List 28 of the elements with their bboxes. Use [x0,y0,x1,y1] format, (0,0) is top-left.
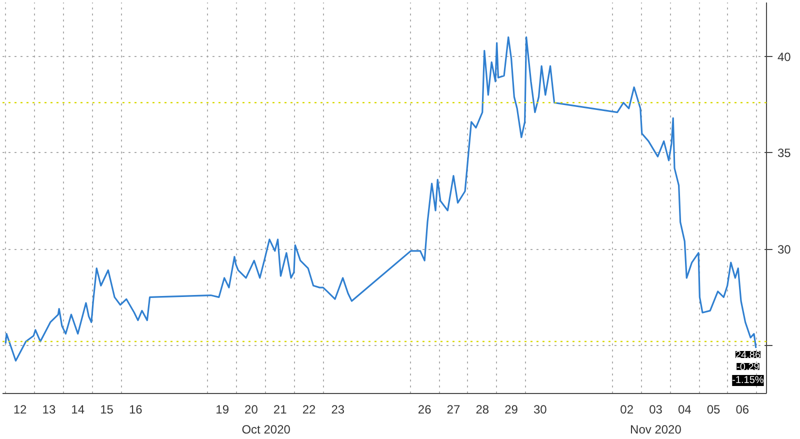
x-tick-label: 15 [100,402,114,416]
text: Nov 2020 [630,422,682,436]
x-tick-label: 21 [273,402,288,416]
x-tick-label: 19 [216,402,230,416]
annotation: 24.86 [735,350,761,362]
y-tick-label: 30 [778,242,792,257]
x-tick-label: 05 [706,402,721,416]
x-tick-label: 06 [736,402,750,416]
x-tick-label: 14 [71,402,85,416]
x-tick-label: 27 [446,402,460,416]
x-tick-label: 23 [331,402,345,416]
x-tick-label: 20 [244,402,258,416]
x-tick-label: 30 [533,402,548,416]
x-tick-label: 29 [504,402,518,416]
x-tick-label: 26 [418,402,432,416]
annotation: -0.29 [736,362,760,374]
x-tick-label: 22 [302,402,316,416]
x-tick-label: 16 [128,402,143,416]
annotation: -1.15% [732,375,764,386]
y-tick-label: 40 [778,50,792,64]
x-tick-label: 13 [42,402,56,416]
x-tick-label: 02 [620,402,634,416]
text: Oct 2020 [242,422,291,436]
y-tick-label: 35 [778,146,792,160]
x-tick-label: 04 [678,402,692,416]
x-tick-label: 28 [476,402,490,416]
x-tick-label: 12 [13,402,28,416]
x-tick-label: 03 [649,402,663,416]
